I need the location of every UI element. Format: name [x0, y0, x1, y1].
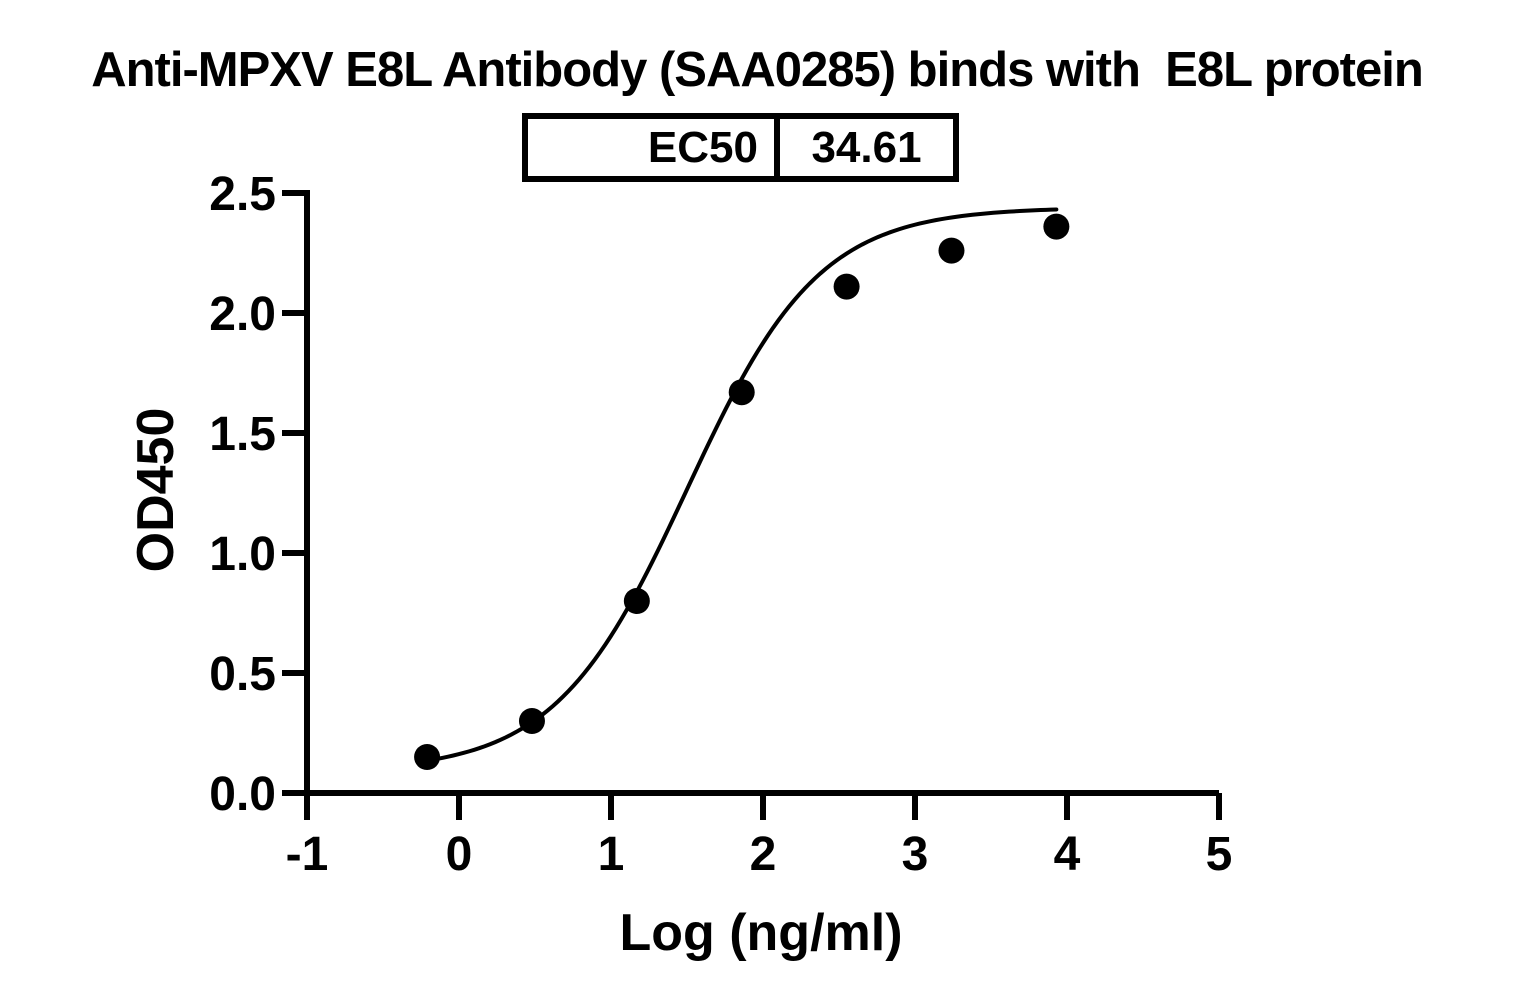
data-point: [938, 237, 965, 264]
y-axis-title: OD450: [127, 407, 185, 573]
y-tick-label: 0.0: [209, 768, 276, 821]
y-tick-label: 1.0: [209, 528, 276, 581]
ec50-value-cell: 34.61: [811, 122, 922, 172]
data-point: [414, 744, 441, 770]
y-tick-label: 0.5: [209, 648, 276, 701]
y-tick-label: 2.5: [209, 168, 276, 221]
ec50-table-divider: [774, 119, 780, 176]
x-tick-label: 5: [1206, 828, 1233, 881]
x-tick-label: 2: [750, 828, 777, 881]
ec50-table: EC50 34.61: [522, 113, 959, 182]
data-point: [728, 379, 755, 406]
y-tick-label: 2.0: [209, 288, 276, 341]
data-point: [623, 588, 650, 614]
x-tick-label: 4: [1054, 828, 1081, 881]
x-tick-label: 3: [902, 828, 929, 881]
chart-title: Anti-MPXV E8L Antibody (SAA0285) binds w…: [91, 43, 1424, 97]
x-tick-label: 0: [446, 828, 473, 881]
ec50-label-cell: EC50: [647, 122, 758, 172]
data-point: [833, 273, 860, 300]
x-tick-label: -1: [286, 828, 329, 881]
data-point: [518, 708, 545, 734]
y-tick-label: 1.5: [209, 408, 276, 461]
x-tick-label: 1: [598, 828, 625, 881]
x-axis-title: Log (ng/ml): [619, 904, 903, 962]
fit-curve: [425, 207, 1059, 763]
data-point: [1043, 213, 1070, 240]
